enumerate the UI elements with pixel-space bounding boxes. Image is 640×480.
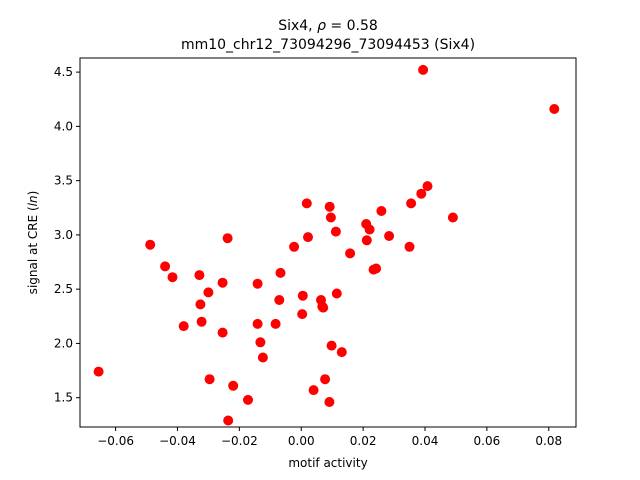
data-point-3 [167,272,178,283]
data-point-38 [331,288,342,299]
x-axis-ticks: −0.06 −0.04 −0.02 0.00 0.02 0.04 0.06 0.08 [97,427,562,448]
data-point-26 [301,198,312,209]
x-tick-label: −0.04 [159,434,196,448]
data-point-42 [361,235,372,246]
chart-title-line2: mm10_chr12_73094296_73094453 (Six4) [181,37,475,53]
data-point-12 [222,233,233,244]
y-tick-label: 3.0 [54,228,73,242]
data-point-2 [160,261,171,272]
x-tick-label: 0.08 [535,434,562,448]
data-point-36 [326,340,337,351]
data-point-19 [257,352,268,363]
data-point-34 [324,201,335,212]
data-point-20 [270,318,281,329]
data-point-14 [228,380,239,391]
data-point-6 [195,299,206,310]
data-point-37 [330,226,341,237]
data-point-27 [303,232,313,243]
x-axis-label: motif activity [288,456,367,470]
data-point-21 [274,295,285,305]
data-point-4 [178,321,189,332]
data-point-43 [364,224,375,235]
data-point-22 [275,267,286,278]
data-point-28 [308,385,319,396]
x-tick-label: 0.00 [288,434,315,448]
data-point-10 [217,277,228,288]
data-point-0 [93,366,104,377]
data-point-53 [447,212,458,223]
data-point-50 [416,188,427,199]
x-tick-label: 0.06 [474,434,501,448]
data-point-23 [289,241,300,252]
data-point-9 [204,374,215,385]
data-points [93,64,560,426]
data-point-11 [217,327,228,338]
data-point-35 [325,212,336,223]
data-point-39 [336,347,347,358]
data-point-25 [297,290,308,301]
data-point-33 [324,397,335,407]
data-point-47 [384,231,395,241]
y-axis-label: signal at CRE (ln) [26,191,40,295]
data-point-24 [297,309,308,320]
data-point-8 [203,287,214,298]
data-point-54 [549,104,560,114]
data-point-46 [376,206,387,216]
data-point-5 [194,270,205,281]
y-tick-label: 4.0 [54,119,73,133]
data-point-13 [223,415,234,426]
y-tick-label: 1.5 [54,391,73,405]
data-point-48 [404,241,415,252]
data-point-40 [345,248,356,259]
data-point-31 [318,302,329,313]
data-point-49 [406,198,417,209]
y-tick-label: 2.5 [54,282,73,296]
data-point-52 [422,181,433,192]
x-tick-label: 0.04 [412,434,439,448]
data-point-1 [145,239,156,250]
data-point-7 [196,316,207,327]
data-point-16 [252,278,263,289]
data-point-18 [255,337,266,348]
data-point-15 [243,394,253,405]
x-tick-label: −0.06 [97,434,134,448]
data-point-17 [252,318,263,329]
x-tick-label: 0.02 [350,434,377,448]
data-point-51 [418,64,429,75]
x-tick-label: −0.02 [221,434,258,448]
data-point-32 [320,374,331,385]
y-tick-label: 3.5 [54,174,73,188]
y-tick-label: 4.5 [54,65,73,79]
plot-area-frame [79,57,577,428]
y-tick-label: 2.0 [54,336,73,350]
chart-title-line1: Six4, ρ = 0.58 [278,18,378,34]
y-axis-ticks: 1.5 2.0 2.5 3.0 3.5 4.0 4.5 [54,65,80,405]
data-point-45 [371,263,382,274]
